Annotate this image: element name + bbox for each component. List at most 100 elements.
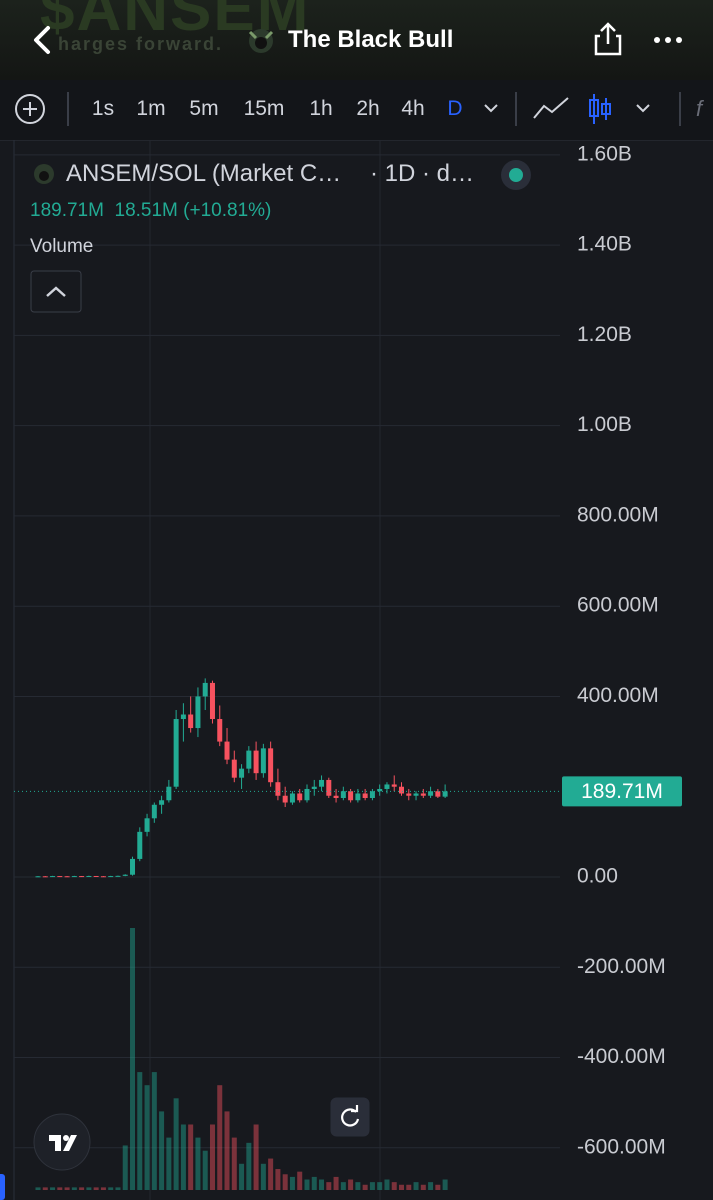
candle-body [42,876,48,878]
y-tick-label: -400.00M [577,1045,666,1068]
candle-body [428,791,434,796]
candle-body [268,748,274,783]
candle-body [209,682,215,720]
volume-bar [224,1111,230,1190]
interval-button[interactable]: 15m [243,97,285,120]
volume-bar [428,1182,434,1190]
volume-bar [188,1124,194,1190]
y-tick-label: 1.00B [577,413,632,436]
bull-icon [248,29,274,53]
interval-button[interactable]: 1h [309,97,333,120]
candle-body [188,714,194,729]
candle-body [71,876,77,878]
interval-button[interactable]: 4h [401,97,425,120]
banner-tagline: harges forward. [58,34,224,54]
candle-body [159,800,165,805]
candle-body [311,786,317,789]
candle-body [297,793,303,801]
last-price-box [562,776,682,807]
candle-body [180,714,186,720]
volume-bar [57,1187,63,1190]
y-tick-label: 800.00M [577,503,659,526]
candle-body [64,876,70,878]
candle-body [79,876,85,878]
volume-bar [275,1169,281,1190]
candle-body [348,791,354,801]
y-tick-label: -600.00M [577,1135,666,1158]
candle-body [100,876,106,878]
tradingview-logo[interactable] [33,1113,91,1171]
volume-bar [239,1163,245,1190]
volume-bar [420,1184,426,1190]
y-tick-label: 1.60B [577,142,632,165]
collapse-button[interactable] [30,270,82,314]
volume-bar [173,1098,179,1190]
candle-chart-button[interactable] [589,94,611,124]
candle-body [166,786,172,801]
share-button[interactable] [592,20,624,58]
candle-body [282,795,288,803]
interval-button[interactable]: 2h [356,97,380,120]
volume-bar [151,1072,157,1190]
volume-bar [122,1145,128,1190]
reset-button[interactable] [330,1097,370,1137]
volume-bar [355,1182,361,1190]
line-chart-button[interactable] [533,97,569,119]
candle-body [435,791,441,797]
volume-bar [166,1137,172,1190]
volume-bar [108,1187,114,1190]
volume-bar [217,1085,223,1190]
more-button[interactable] [652,30,684,50]
volume-bar [209,1124,215,1190]
volume-bar [289,1176,295,1190]
volume-bar [100,1187,106,1190]
candle-body [377,788,383,792]
symbol: ANSEM/SOL (Market C… [66,160,342,187]
candle-body [304,788,310,801]
candle-body [355,793,361,801]
stats: 189.71M 18.51M (+10.81%) [30,200,271,222]
volume-bar [442,1179,448,1190]
volume-bar [180,1124,186,1190]
candle-body [406,793,412,796]
add-button[interactable] [15,94,45,124]
volume-bar [253,1124,259,1190]
candle-body [202,682,208,697]
volume-bar [391,1182,397,1190]
back-button[interactable] [28,24,58,56]
volume-bar [35,1187,41,1190]
interval-button[interactable]: D [447,97,463,120]
y-tick-label: 400.00M [577,684,659,707]
stat: 18.51M [114,200,178,221]
volume-bar [362,1184,368,1190]
candle-body [384,784,390,789]
volume-bar [202,1150,208,1190]
volume-bar [384,1179,390,1190]
volume-bar [304,1179,310,1190]
volume-bar [369,1182,375,1190]
volume-bar [246,1142,252,1190]
volume-bar [64,1187,70,1190]
candle-body [151,804,157,819]
volume-bar [340,1182,346,1190]
volume-bar [260,1163,266,1190]
symbol-icon [34,164,54,184]
interval-button[interactable]: 1s [91,97,115,120]
volume-bar [435,1184,441,1190]
volume-bar [71,1187,77,1190]
volume-label: Volume [30,236,94,257]
candle-body [246,750,252,769]
svg-text:f: f [696,96,705,121]
interval-button[interactable]: 1m [136,97,166,120]
toolbar-icons: f [15,92,705,126]
toolbar: f [0,80,713,141]
volume-bar [311,1176,317,1190]
interval-button[interactable]: 5m [189,97,219,120]
title: The Black Bull [288,26,454,53]
volume-bar [399,1184,404,1190]
candle-body [108,876,114,878]
candle-body [130,858,136,875]
stat: 189.71M [30,200,104,221]
